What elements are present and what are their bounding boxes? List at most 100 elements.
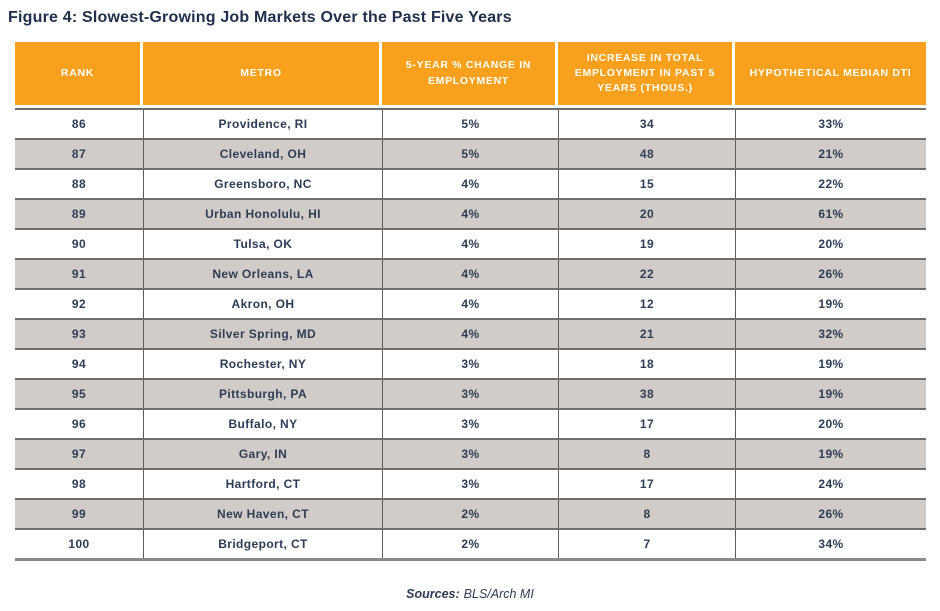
- table-cell: 22%: [735, 170, 926, 198]
- table-cell: 87: [71, 147, 87, 161]
- table-cell: 61%: [735, 200, 926, 228]
- table-cell: 38: [558, 380, 735, 408]
- table-cell: 19%: [735, 380, 926, 408]
- table-cell: Providence, RI: [143, 110, 382, 138]
- table-cell: Cleveland, OH: [143, 140, 382, 168]
- table-cell: Tulsa, OK: [143, 230, 382, 258]
- table-cell: 4%: [382, 320, 558, 348]
- table-cell: 90: [71, 237, 87, 251]
- table-cell: 19%: [735, 440, 926, 468]
- table-row: 88 Greensboro, NC 4% 15 22%: [15, 168, 926, 198]
- table-cell: 33%: [735, 110, 926, 138]
- table-cell: 3%: [382, 440, 558, 468]
- table-row: 93 Silver Spring, MD 4% 21 32%: [15, 318, 926, 348]
- table-cell: 2%: [382, 500, 558, 528]
- table-cell: 3%: [382, 410, 558, 438]
- table-cell: 7: [558, 530, 735, 558]
- table-cell: 93: [71, 327, 87, 341]
- table-cell: Rochester, NY: [143, 350, 382, 378]
- table-cell: Hartford, CT: [143, 470, 382, 498]
- table-body: 86 Providence, RI 5% 34 33% 87 Cleveland, OH 5%…: [15, 108, 926, 561]
- table-cell: 3%: [382, 380, 558, 408]
- header-cell-1: METRO: [143, 42, 382, 105]
- table-cell: 4%: [382, 290, 558, 318]
- table-cell: 3%: [382, 470, 558, 498]
- table-row: 94 Rochester, NY 3% 18 19%: [15, 348, 926, 378]
- table-cell: 88: [71, 177, 87, 191]
- table-row: 100 Bridgeport, CT 2% 7 34%: [15, 528, 926, 561]
- table-cell: 20%: [735, 410, 926, 438]
- table-cell: 21%: [735, 140, 926, 168]
- table-cell: 86: [71, 117, 87, 131]
- table-cell: 12: [558, 290, 735, 318]
- table-row: 86 Providence, RI 5% 34 33%: [15, 108, 926, 138]
- table-cell: 18: [558, 350, 735, 378]
- table-row: 99 New Haven, CT 2% 8 26%: [15, 498, 926, 528]
- table-cell: New Haven, CT: [143, 500, 382, 528]
- table-row: 87 Cleveland, OH 5% 48 21%: [15, 138, 926, 168]
- table-cell: 5%: [382, 110, 558, 138]
- header-cell-2: 5-YEAR % CHANGE IN EMPLOYMENT: [382, 42, 558, 105]
- table-cell: 98: [71, 477, 87, 491]
- table-cell: 4%: [382, 170, 558, 198]
- table-cell: 24%: [735, 470, 926, 498]
- header-cell-3: INCREASE IN TOTAL EMPLOYMENT IN PAST 5 Y…: [558, 42, 735, 105]
- table-cell: New Orleans, LA: [143, 260, 382, 288]
- table-cell: 8: [558, 440, 735, 468]
- table-cell: Akron, OH: [143, 290, 382, 318]
- job-markets-table: RANK METRO 5-YEAR % CHANGE IN EMPLOYMENT IN…: [15, 42, 926, 561]
- table-row: 90 Tulsa, OK 4% 19 20%: [15, 228, 926, 258]
- table-cell: 4%: [382, 230, 558, 258]
- table-cell: Urban Honolulu, HI: [143, 200, 382, 228]
- table-cell: 2%: [382, 530, 558, 558]
- table-cell: Bridgeport, CT: [143, 530, 382, 558]
- table-cell: 91: [71, 267, 87, 281]
- table-row: 98 Hartford, CT 3% 17 24%: [15, 468, 926, 498]
- header-cell-4: HYPOTHETICAL MEDIAN DTI: [749, 66, 912, 79]
- table-cell: 17: [558, 410, 735, 438]
- sources-line: Sources: BLS/Arch MI: [0, 587, 940, 601]
- table-row: 95 Pittsburgh, PA 3% 38 19%: [15, 378, 926, 408]
- table-cell: 97: [71, 447, 87, 461]
- table-row: 89 Urban Honolulu, HI 4% 20 61%: [15, 198, 926, 228]
- header-cell-0: RANK: [15, 42, 143, 105]
- table-cell: 95: [71, 387, 87, 401]
- table-cell: 4%: [382, 260, 558, 288]
- table-cell: 96: [71, 417, 87, 431]
- table-cell: 94: [71, 357, 87, 371]
- table-cell: Buffalo, NY: [143, 410, 382, 438]
- table-cell: 15: [558, 170, 735, 198]
- table-cell: 26%: [735, 260, 926, 288]
- table-cell: 26%: [735, 500, 926, 528]
- table-cell: 100: [68, 537, 90, 551]
- table-cell: 5%: [382, 140, 558, 168]
- table-cell: 20: [558, 200, 735, 228]
- table-cell: 20%: [735, 230, 926, 258]
- table-header-row: RANK METRO 5-YEAR % CHANGE IN EMPLOYMENT IN…: [15, 42, 926, 105]
- table-cell: 19: [558, 230, 735, 258]
- table-row: 92 Akron, OH 4% 12 19%: [15, 288, 926, 318]
- table-cell: 34: [558, 110, 735, 138]
- table-cell: 32%: [735, 320, 926, 348]
- table-cell: 19%: [735, 290, 926, 318]
- table-cell: 3%: [382, 350, 558, 378]
- table-cell: 4%: [382, 200, 558, 228]
- table-cell: 22: [558, 260, 735, 288]
- table-cell: Pittsburgh, PA: [143, 380, 382, 408]
- table-row: 96 Buffalo, NY 3% 17 20%: [15, 408, 926, 438]
- table-cell: 92: [71, 297, 87, 311]
- table-cell: 89: [71, 207, 87, 221]
- table-row: 91 New Orleans, LA 4% 22 26%: [15, 258, 926, 288]
- table-cell: 21: [558, 320, 735, 348]
- sources-label: Sources:: [406, 587, 460, 601]
- table-cell: Silver Spring, MD: [143, 320, 382, 348]
- table-cell: Gary, IN: [143, 440, 382, 468]
- sources-value: BLS/Arch MI: [463, 587, 534, 601]
- table-row: 97 Gary, IN 3% 8 19%: [15, 438, 926, 468]
- table-cell: 17: [558, 470, 735, 498]
- figure-title: Figure 4: Slowest-Growing Job Markets Ov…: [8, 9, 512, 26]
- table-cell: 34%: [735, 530, 926, 558]
- table-cell: 19%: [735, 350, 926, 378]
- table-cell: 99: [71, 507, 87, 521]
